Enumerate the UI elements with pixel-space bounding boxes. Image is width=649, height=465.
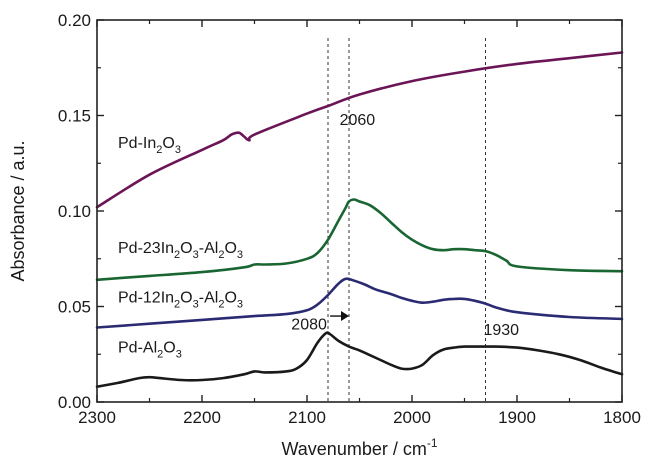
x-tick-label: 2000: [393, 408, 431, 427]
x-tick-label: 2100: [288, 408, 326, 427]
series-line-0: [95, 51, 624, 209]
series-label-0: Pd-In2O3: [118, 135, 181, 156]
series-label-subscript: 2: [157, 348, 163, 360]
series-label-subscript: 2: [156, 144, 162, 156]
annotation-labels: 2080 2060 1930: [291, 112, 519, 339]
series-label-text: Pd-23In: [118, 240, 174, 257]
y-tick-label: 0.15: [58, 107, 91, 126]
series-label-subscript: 3: [193, 299, 199, 311]
series-lines: [95, 51, 624, 388]
series-label-text: O: [163, 339, 175, 356]
y-tick-label: 0.20: [58, 11, 91, 30]
y-axis-title: Absorbance / a.u.: [8, 140, 28, 281]
reference-label-2080: 2080: [291, 316, 327, 333]
shift-arrow: [330, 311, 349, 322]
reference-label-1930: 1930: [483, 322, 519, 339]
series-line-2: [95, 277, 624, 329]
series-label-text: -Al: [199, 240, 219, 257]
series-label-subscript: 3: [176, 348, 182, 360]
series-label-subscript: 2: [218, 249, 224, 261]
x-tick-label: 1800: [603, 408, 641, 427]
series-label-subscript: 3: [175, 144, 181, 156]
plot-frame: [96, 19, 623, 403]
series-label-text: O: [224, 240, 236, 257]
series-label-text: Pd-Al: [118, 339, 157, 356]
y-tick-label: 0.05: [58, 298, 91, 317]
series-line-3: [95, 331, 624, 388]
series-label-subscript: 3: [193, 249, 199, 261]
x-tick-label: 2200: [183, 408, 221, 427]
series-label-text: O: [162, 135, 174, 152]
series-label-text: O: [180, 290, 192, 307]
series-label-subscript: 3: [237, 249, 243, 261]
y-axis-ticks: 0.00 0.05 0.10 0.15 0.20: [58, 11, 622, 412]
series-line-1: [95, 198, 624, 282]
shift-arrow-head: [341, 311, 349, 322]
series-label-text: O: [180, 240, 192, 257]
series-label-text: -Al: [199, 290, 219, 307]
series-label-text: Pd-In: [118, 135, 156, 152]
x-tick-label: 2300: [78, 408, 116, 427]
series-label-2: Pd-12In2O3-Al2O3: [118, 290, 243, 311]
series-label-subscript: 3: [237, 299, 243, 311]
x-axis-title: Wavenumber / cm-1: [281, 436, 437, 459]
series-label-subscript: 2: [218, 299, 224, 311]
series-label-text: O: [224, 290, 236, 307]
series-label-1: Pd-23In2O3-Al2O3: [118, 240, 243, 261]
x-tick-label: 1900: [498, 408, 536, 427]
series-label-3: Pd-Al2O3: [118, 339, 182, 360]
series-label-subscript: 2: [174, 249, 180, 261]
reference-label-2060: 2060: [340, 112, 376, 129]
y-tick-label: 0.10: [58, 202, 91, 221]
x-axis-title-text: Wavenumber / cm: [281, 439, 426, 459]
x-axis-title-exponent: -1: [427, 436, 438, 450]
series-label-subscript: 2: [174, 299, 180, 311]
series-labels: Pd-In2O3Pd-23In2O3-Al2O3Pd-12In2O3-Al2O3…: [118, 135, 243, 360]
x-axis-ticks: 2300 2200 2100 2000 1900 1800: [78, 20, 641, 427]
y-tick-label: 0.00: [58, 393, 91, 412]
series-label-text: Pd-12In: [118, 290, 174, 307]
